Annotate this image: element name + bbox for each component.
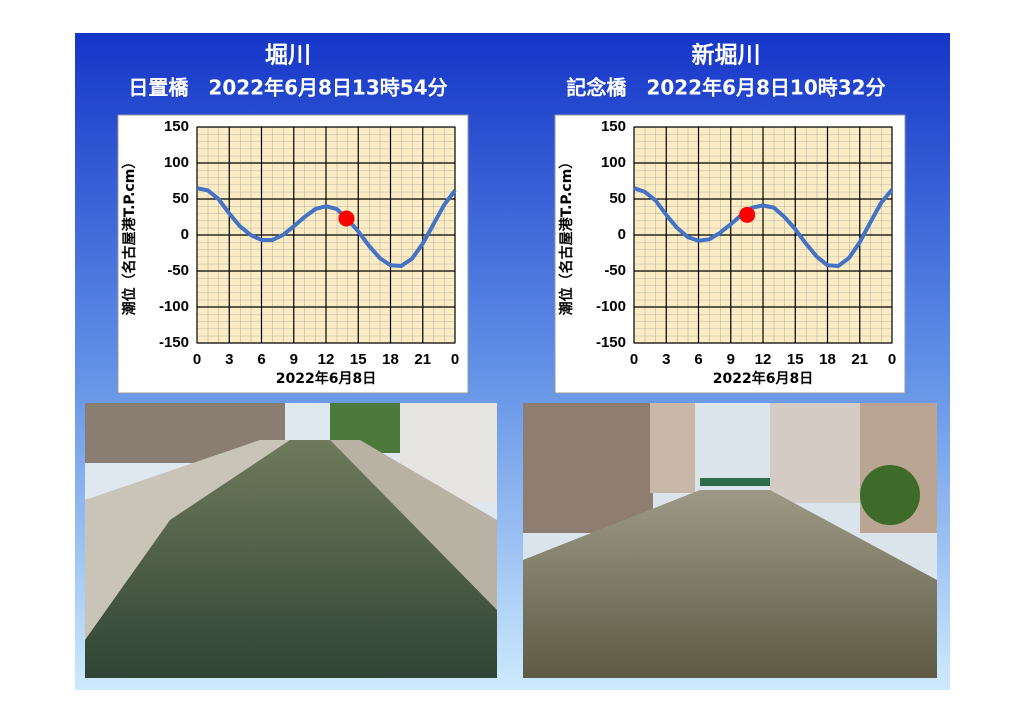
y-axis-label: 潮位（名古屋港T.P.cm） [558, 155, 575, 316]
y-tick-label: 100 [601, 154, 626, 171]
x-tick-label: 12 [318, 351, 335, 368]
x-tick-label: 3 [662, 351, 670, 368]
x-tick-label: 9 [290, 351, 298, 368]
tide-line [633, 186, 894, 268]
chart-subtitle: 日置橋 2022年6月8日13時54分 [128, 76, 447, 100]
x-tick-label: 6 [694, 351, 702, 368]
y-tick-label: 0 [181, 226, 189, 243]
y-tick-label: 150 [164, 118, 189, 135]
y-tick-label: 50 [609, 190, 626, 207]
y-tick-label: -150 [596, 334, 626, 351]
x-tick-label: 18 [382, 351, 399, 368]
tide-line [196, 186, 457, 268]
y-tick-label: 150 [601, 118, 626, 135]
current-marker [739, 206, 756, 223]
x-axis-label: 2022年6月8日 [276, 370, 376, 387]
chart-subtitle: 記念橋 2022年6月8日10時32分 [566, 76, 885, 100]
y-tick-label: -150 [159, 334, 189, 351]
y-axis-label: 潮位（名古屋港T.P.cm） [121, 155, 138, 316]
chart-title: 新堀川 [692, 42, 761, 69]
current-marker [338, 210, 355, 227]
y-tick-label: -50 [167, 262, 189, 279]
x-tick-label: 0 [451, 351, 459, 368]
y-tick-label: -100 [159, 298, 189, 315]
x-tick-label: 18 [819, 351, 836, 368]
x-tick-label: 21 [414, 351, 431, 368]
photo-shinhorikawa [523, 403, 937, 678]
y-tick-label: -50 [604, 262, 626, 279]
x-tick-label: 6 [257, 351, 265, 368]
x-axis-label: 2022年6月8日 [713, 370, 813, 387]
x-tick-label: 12 [755, 351, 772, 368]
x-tick-label: 0 [630, 351, 638, 368]
x-tick-label: 15 [350, 351, 367, 368]
x-tick-label: 15 [787, 351, 804, 368]
x-tick-label: 3 [225, 351, 233, 368]
x-tick-label: 0 [888, 351, 896, 368]
x-tick-label: 9 [727, 351, 735, 368]
y-tick-label: -100 [596, 298, 626, 315]
chart-title: 堀川 [265, 43, 311, 69]
photo-horikawa [85, 403, 497, 678]
y-tick-label: 0 [618, 226, 626, 243]
x-tick-label: 0 [193, 351, 201, 368]
y-tick-label: 50 [172, 190, 189, 207]
x-tick-label: 21 [851, 351, 868, 368]
y-tick-label: 100 [164, 154, 189, 171]
